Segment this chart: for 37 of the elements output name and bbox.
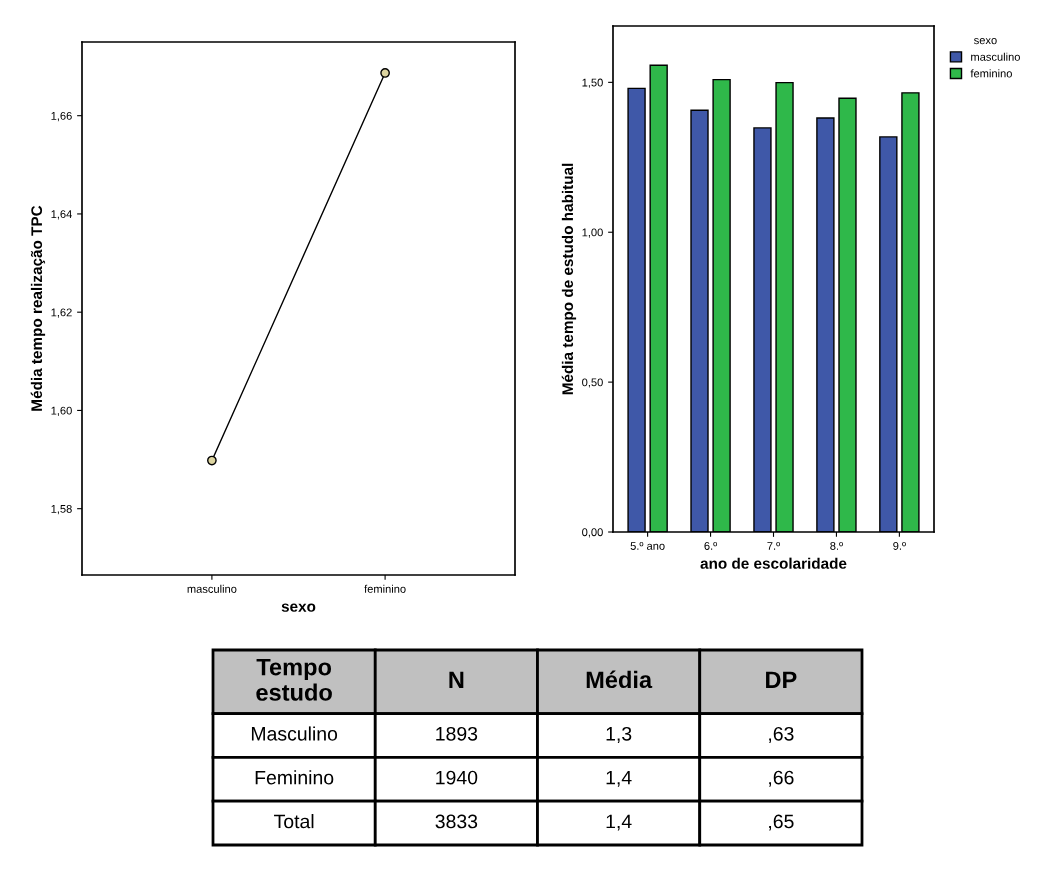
y-tick-label: 1,50 bbox=[582, 78, 603, 88]
y-axis-title: Média tempo realização TPC bbox=[30, 205, 46, 411]
text: Total bbox=[274, 814, 314, 829]
legend-title: sexo bbox=[974, 38, 997, 45]
text: 1940 bbox=[436, 770, 478, 785]
text: 1893 bbox=[436, 726, 478, 741]
text: ,63 bbox=[769, 726, 794, 743]
x-axis-title: sexo bbox=[281, 603, 316, 612]
y-tick-label: 1,62 bbox=[51, 308, 72, 318]
category-label: DP bbox=[766, 671, 797, 688]
y-tick-label: 1,64 bbox=[51, 210, 72, 220]
category-label: N bbox=[449, 671, 464, 688]
x-tick-label: 5.º ano bbox=[630, 542, 665, 550]
legend-label: feminino bbox=[970, 69, 1012, 78]
text: ,66 bbox=[769, 770, 794, 787]
y-axis-title: Média tempo de estudo habitual bbox=[561, 163, 577, 395]
y-tick-label: 1,58 bbox=[51, 504, 72, 515]
text: ,65 bbox=[769, 814, 794, 831]
x-tick-label: 9.º bbox=[893, 542, 906, 550]
y-tick-label: 1,00 bbox=[582, 228, 603, 238]
x-axis-title: ano de escolaridade bbox=[700, 557, 847, 569]
x-tick-label: 8.º bbox=[830, 542, 843, 550]
y-tick-label: 1,66 bbox=[51, 111, 72, 122]
x-tick-label: 7.º bbox=[767, 542, 781, 550]
text: 1,4 bbox=[606, 770, 632, 787]
y-tick-label: 1,60 bbox=[51, 406, 72, 416]
text: Masculino bbox=[251, 726, 338, 741]
y-tick-label: 0,00 bbox=[582, 528, 603, 538]
text: 3833 bbox=[435, 814, 478, 829]
category-label: Tempo estudo bbox=[256, 658, 332, 701]
y-tick-label: 0,50 bbox=[582, 378, 603, 388]
x-tick-label: 6.º bbox=[704, 542, 718, 550]
category-label: Média bbox=[586, 670, 653, 689]
text: Feminino bbox=[255, 770, 334, 785]
legend-label: masculino bbox=[971, 52, 1020, 61]
text: 1,4 bbox=[606, 814, 632, 831]
text: 1,3 bbox=[606, 726, 632, 743]
